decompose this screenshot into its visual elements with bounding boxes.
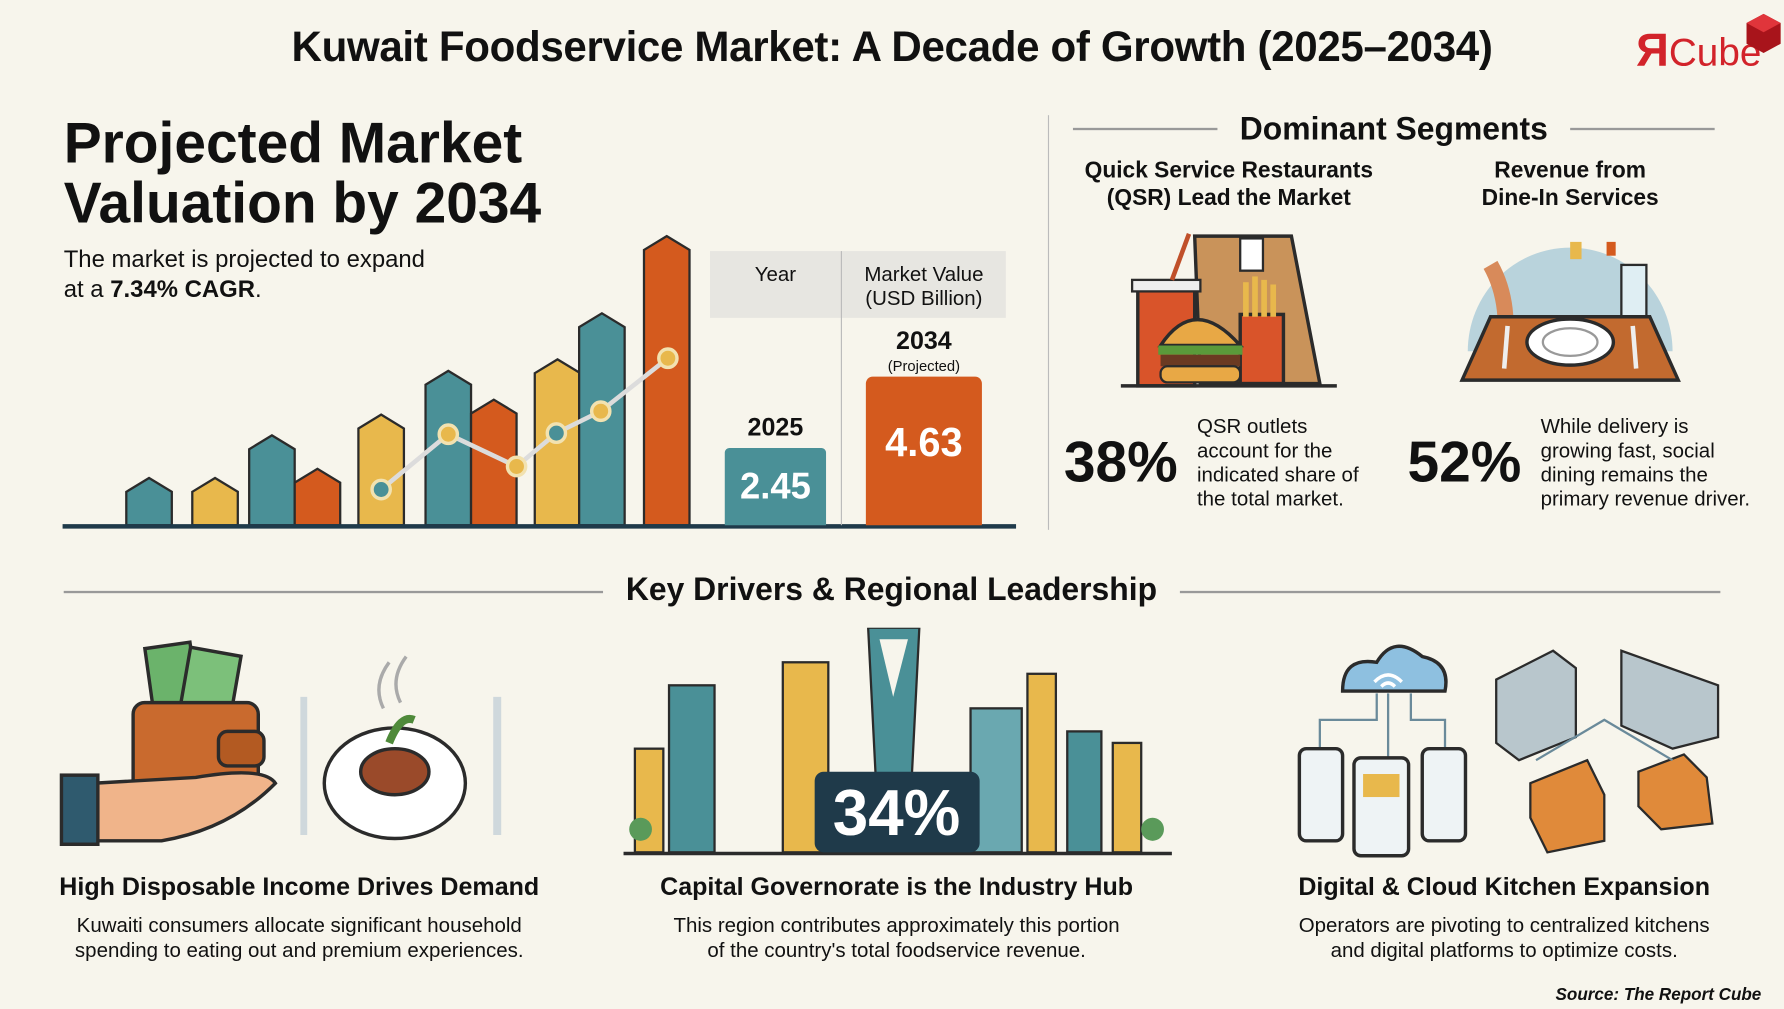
logo-text: Cube	[1668, 31, 1762, 75]
year-2034: 2034	[896, 325, 952, 355]
subtitle-prefix: at a	[63, 276, 111, 303]
valuation-heading: Projected Market Valuation by 2034	[64, 113, 541, 233]
desc-line: While delivery is	[1540, 414, 1689, 438]
projected-note: (Projected)	[887, 357, 961, 375]
growth-bars-illustration	[62, 234, 1017, 529]
trend-point	[505, 455, 528, 478]
desc-line: and digital platforms to optimize costs.	[1330, 938, 1678, 962]
decorative-bar	[357, 413, 406, 527]
desc-line: growing fast, social	[1540, 438, 1715, 462]
logo-mark: Я	[1636, 25, 1669, 77]
cagr-value: 7.34% CAGR	[110, 276, 255, 303]
logo: ЯCube	[1636, 13, 1781, 77]
heading-line: Valuation by 2034	[63, 170, 542, 235]
wallet-money-icon	[59, 640, 502, 846]
desc-line: account for the	[1196, 438, 1333, 462]
column-header-year: Year	[754, 262, 797, 286]
cloud-kitchen-icon	[1297, 644, 1720, 858]
trend-point	[589, 400, 612, 423]
driver-description: This region contributes approximately th…	[624, 912, 1170, 963]
desc-line: dining remains the	[1540, 463, 1708, 487]
driver-title: Capital Governorate is the Industry Hub	[660, 871, 1134, 901]
qsr-percent: 38%	[1063, 429, 1178, 495]
section-divider	[1047, 115, 1050, 530]
drivers-heading: Key Drivers & Regional Leadership	[625, 571, 1158, 607]
city-skyline-icon: 34%	[623, 627, 1172, 856]
rule	[1072, 127, 1218, 131]
decorative-bar	[293, 467, 342, 527]
desc-line: spending to eating out and premium exper…	[74, 938, 524, 962]
qsr-heading: Quick Service Restaurants (QSR) Lead the…	[1058, 157, 1399, 212]
segments-heading: Dominant Segments	[1239, 110, 1548, 147]
decorative-bar	[642, 234, 691, 527]
fast-food-icon	[1120, 233, 1337, 388]
qsr-description: QSR outlets account for the indicated sh…	[1197, 415, 1359, 512]
subtitle-line: The market is projected to expand	[63, 246, 425, 273]
table-header	[709, 251, 1006, 318]
decorative-bar	[248, 434, 296, 527]
trend-point	[657, 347, 679, 370]
desc-line: This region contributes approximately th…	[673, 913, 1120, 937]
trend-point	[437, 423, 460, 446]
page-title: Kuwait Foodservice Market: A Decade of G…	[291, 23, 1493, 71]
header-line: (USD Billion)	[865, 286, 983, 310]
heading-line: Quick Service Restaurants	[1084, 157, 1374, 184]
trend-point	[545, 422, 568, 445]
value-2034: 4.63	[865, 376, 982, 526]
rule	[63, 590, 604, 594]
driver-title: High Disposable Income Drives Demand	[59, 871, 540, 901]
desc-line: of the country's total foodservice reven…	[707, 938, 1086, 962]
table-divider	[840, 251, 842, 526]
source-credit: Source: The Report Cube	[1555, 984, 1762, 1005]
capital-share-badge: 34%	[833, 777, 961, 849]
decorative-bar	[191, 476, 239, 527]
heading-line: Revenue from	[1494, 157, 1647, 184]
dine-in-description: While delivery is growing fast, social d…	[1541, 415, 1750, 512]
heading-line: Dine-In Services	[1481, 185, 1659, 211]
desc-line: indicated share of	[1196, 463, 1359, 487]
heading-line: Projected Market	[63, 110, 523, 176]
desc-line: the total market.	[1196, 487, 1344, 511]
dine-in-table-icon	[1459, 241, 1681, 382]
desc-line: Operators are pivoting to centralized ki…	[1298, 913, 1710, 937]
value-2025: 2.45	[724, 448, 827, 526]
driver-description: Kuwaiti consumers allocate significant h…	[26, 912, 572, 963]
column-header-value: Market Value (USD Billion)	[842, 263, 1006, 311]
decorative-bar	[125, 476, 173, 527]
heading-line: (QSR) Lead the Market	[1106, 185, 1351, 211]
driver-description: Operators are pivoting to centralized ki…	[1231, 912, 1777, 963]
valuation-subtitle: The market is projected to expand at a 7…	[64, 245, 425, 305]
rule	[1179, 590, 1721, 594]
desc-line: primary revenue driver.	[1540, 487, 1751, 511]
desc-line: Kuwaiti consumers allocate significant h…	[76, 913, 522, 937]
trend-point	[370, 478, 392, 501]
trend-line	[379, 356, 670, 492]
rule	[1570, 127, 1715, 131]
dine-in-percent: 52%	[1407, 429, 1522, 495]
dine-in-heading: Revenue from Dine-In Services	[1399, 157, 1740, 212]
cube-icon	[1746, 13, 1781, 53]
subtitle-suffix: .	[254, 276, 262, 303]
year-2025: 2025	[747, 412, 804, 442]
driver-title: Digital & Cloud Kitchen Expansion	[1298, 871, 1710, 901]
desc-line: QSR outlets	[1196, 414, 1308, 438]
header-line: Market Value	[864, 262, 984, 286]
